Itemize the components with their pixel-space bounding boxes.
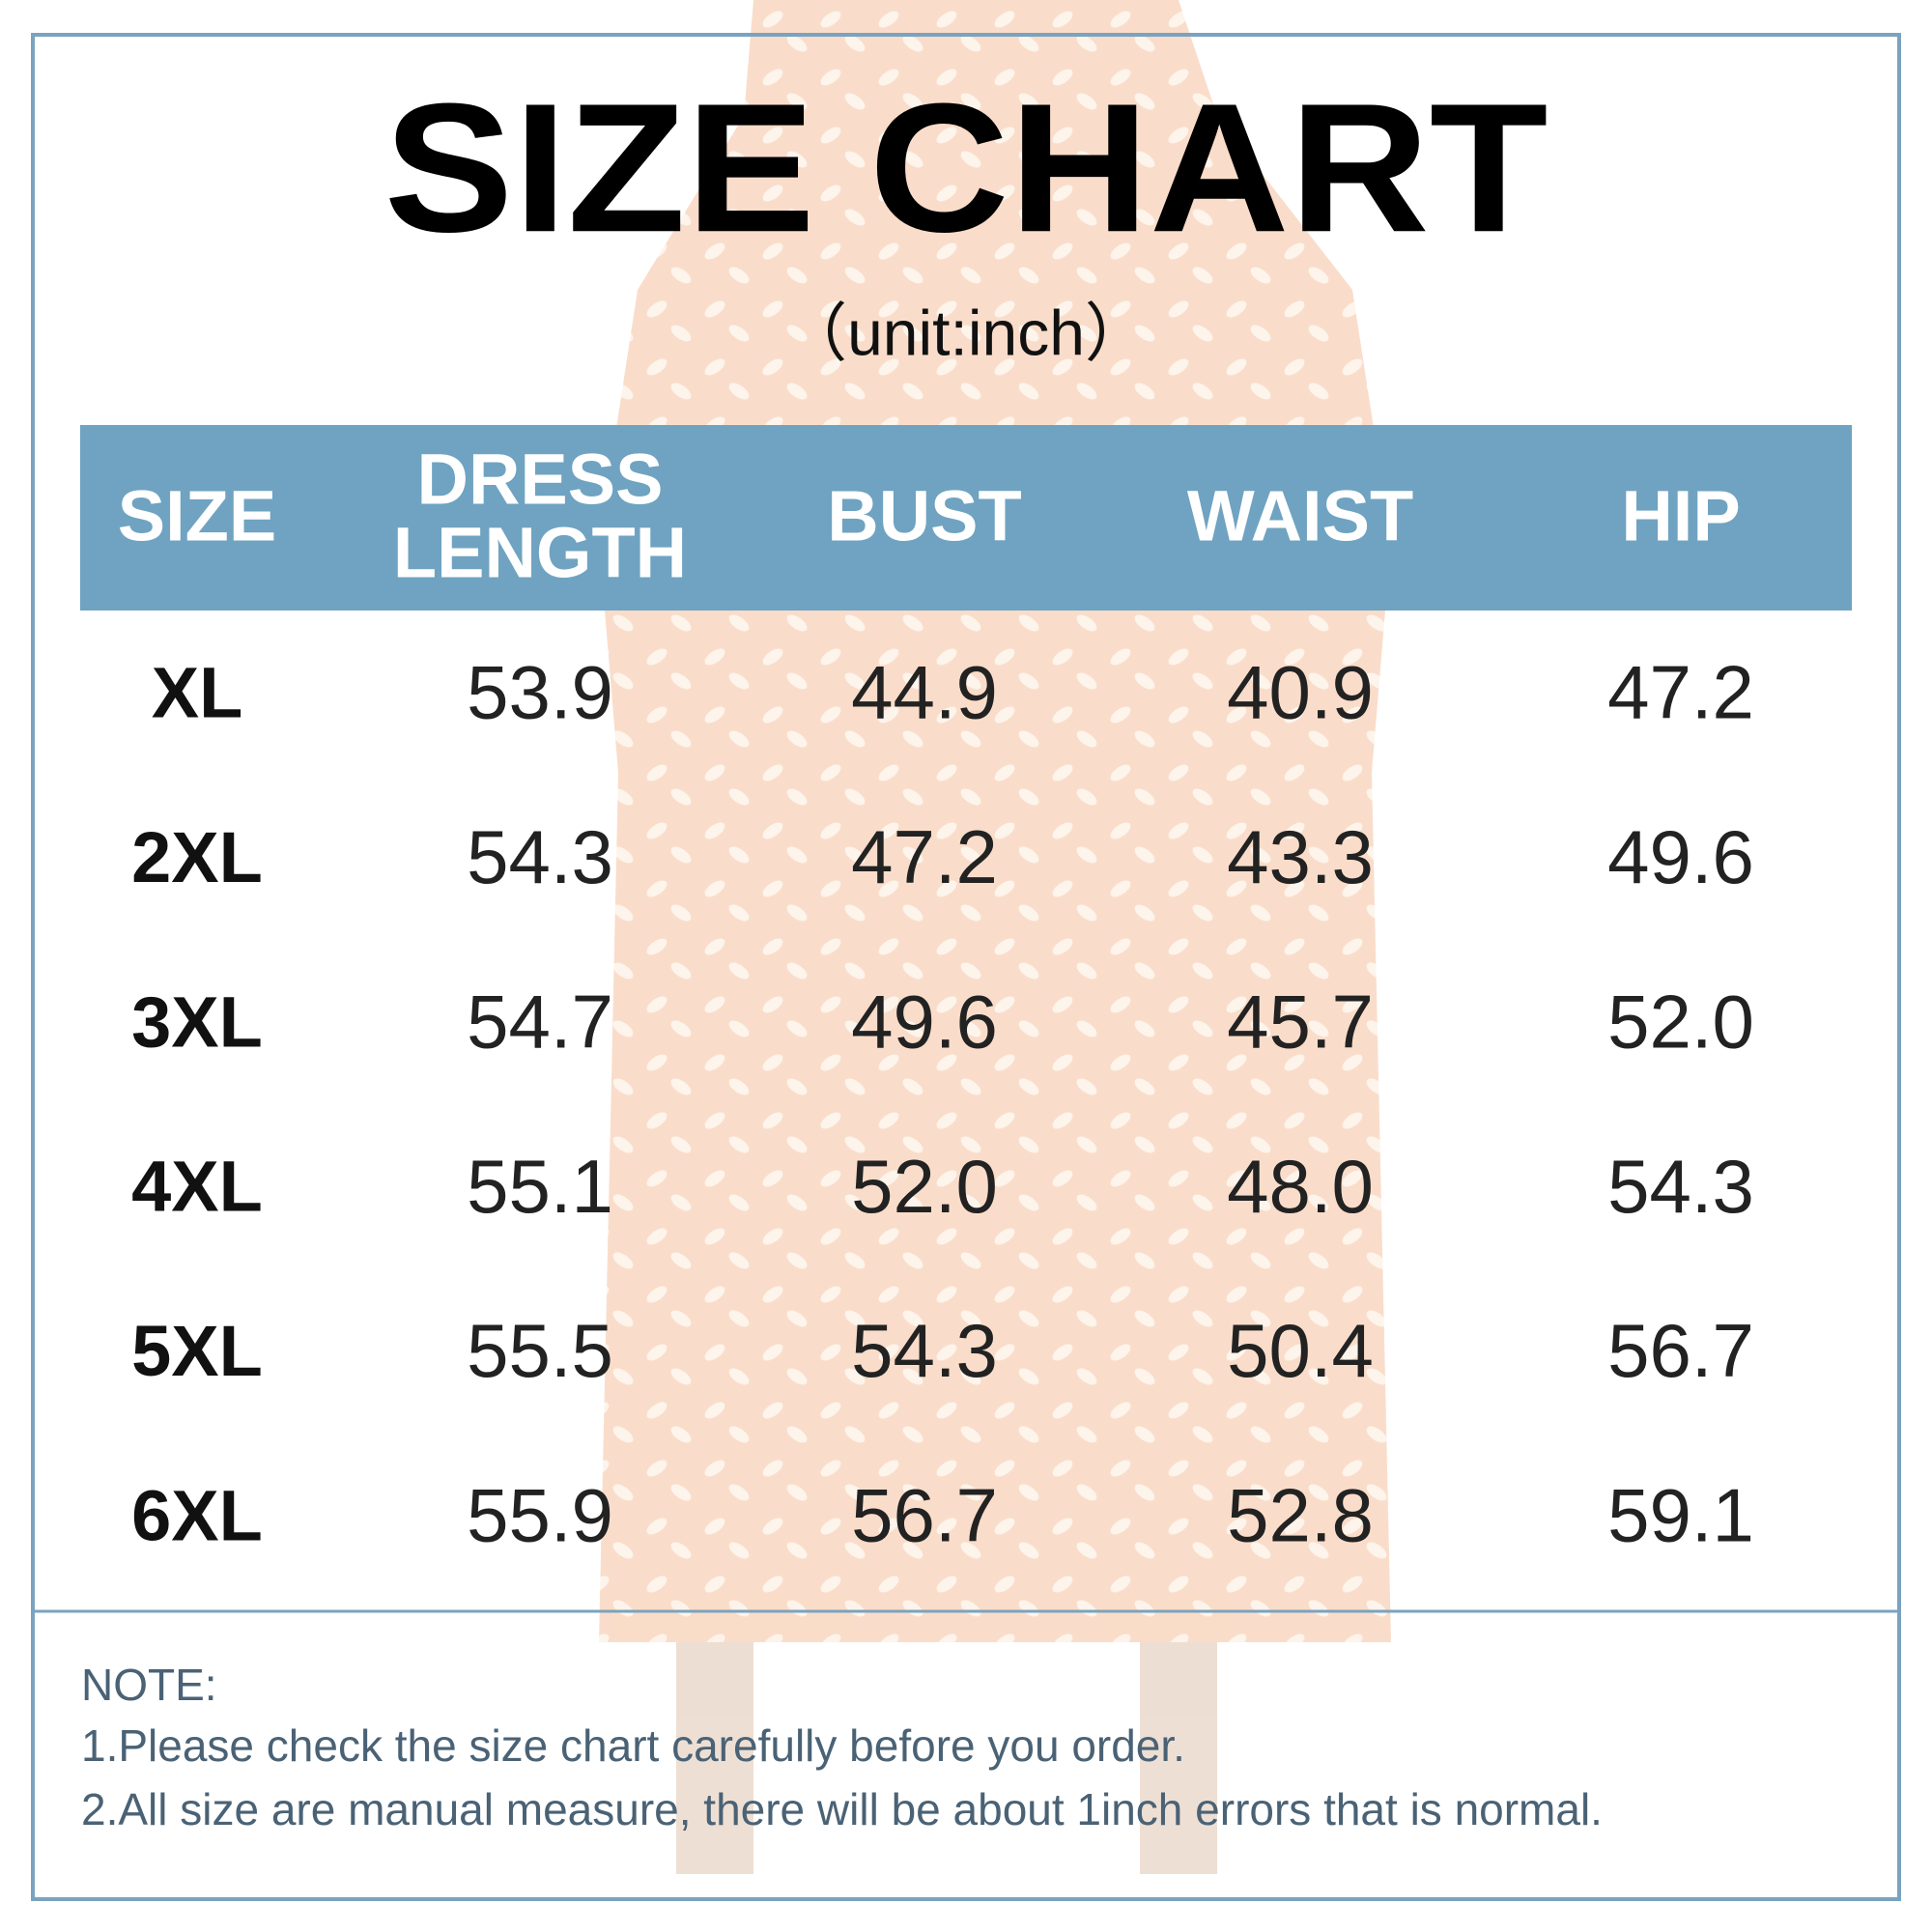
value-cell: 44.9 [851, 650, 998, 735]
header-cell: LENGTH [393, 513, 687, 593]
header-cell: HIP [1621, 476, 1740, 556]
note-label: NOTE: [81, 1660, 217, 1710]
value-cell: 48.0 [1227, 1144, 1374, 1229]
value-cell: 59.1 [1607, 1473, 1754, 1558]
title: SIZE CHART [384, 66, 1548, 270]
frame [31, 33, 1901, 1901]
value-cell: 54.3 [467, 814, 613, 899]
header-cell: BUST [827, 476, 1021, 556]
subtitle: （unit:inch） [783, 297, 1149, 368]
table-body: XL 53.9 44.9 40.9 47.2 2XL 54.3 47.2 43.3 49.6 3XL… [131, 650, 1754, 1558]
note-line: 1.Please check the size chart carefully … [81, 1720, 1185, 1771]
value-cell: 54.3 [1607, 1144, 1754, 1229]
value-cell: 47.2 [851, 814, 998, 899]
value-cell: 50.4 [1227, 1308, 1374, 1393]
value-cell: 53.9 [467, 650, 613, 735]
value-cell: 56.7 [851, 1473, 998, 1558]
value-cell: 47.2 [1607, 650, 1754, 735]
size-cell: 3XL [131, 981, 263, 1062]
value-cell: 45.7 [1227, 979, 1374, 1064]
value-cell: 55.1 [467, 1144, 613, 1229]
value-cell: 55.5 [467, 1308, 613, 1393]
value-cell: 43.3 [1227, 814, 1374, 899]
header-cell: SIZE [118, 476, 276, 556]
value-cell: 49.6 [851, 979, 998, 1064]
size-cell: 2XL [131, 817, 263, 897]
header-cell: DRESS [417, 440, 664, 520]
background-image [599, 0, 1391, 1874]
value-cell: 55.9 [467, 1473, 613, 1558]
header-cell: WAIST [1187, 476, 1413, 556]
size-cell: XL [152, 653, 243, 733]
value-cell: 49.6 [1607, 814, 1754, 899]
size-cell: 4XL [131, 1147, 263, 1227]
value-cell: 56.7 [1607, 1308, 1754, 1393]
size-cell: 5XL [131, 1311, 263, 1391]
value-cell: 52.0 [1607, 979, 1754, 1064]
note-line: 2.All size are manual measure, there wil… [81, 1784, 1603, 1834]
size-cell: 6XL [131, 1476, 263, 1556]
value-cell: 52.8 [1227, 1473, 1374, 1558]
value-cell: 52.0 [851, 1144, 998, 1229]
value-cell: 54.7 [467, 979, 613, 1064]
value-cell: 54.3 [851, 1308, 998, 1393]
value-cell: 40.9 [1227, 650, 1374, 735]
header-bar [80, 425, 1852, 611]
